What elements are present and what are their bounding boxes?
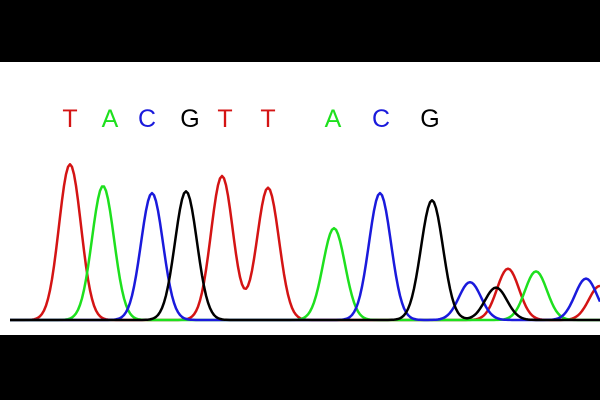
trace-line-T: [10, 163, 600, 322]
base-call-label-4: G: [180, 105, 199, 133]
trace-line-C: [10, 191, 600, 322]
base-call-label-2: A: [102, 105, 119, 133]
trace-lines: [10, 163, 600, 322]
base-call-label-7: A: [325, 105, 342, 133]
base-call-label-5: T: [217, 105, 232, 133]
trace-line-G: [10, 190, 600, 322]
base-call-label-1: T: [62, 105, 77, 133]
base-call-label-6: T: [260, 105, 275, 133]
base-call-label-3: C: [138, 105, 156, 133]
base-call-label-8: C: [372, 105, 390, 133]
base-call-label-9: G: [420, 105, 439, 133]
trace-line-A: [10, 185, 600, 322]
